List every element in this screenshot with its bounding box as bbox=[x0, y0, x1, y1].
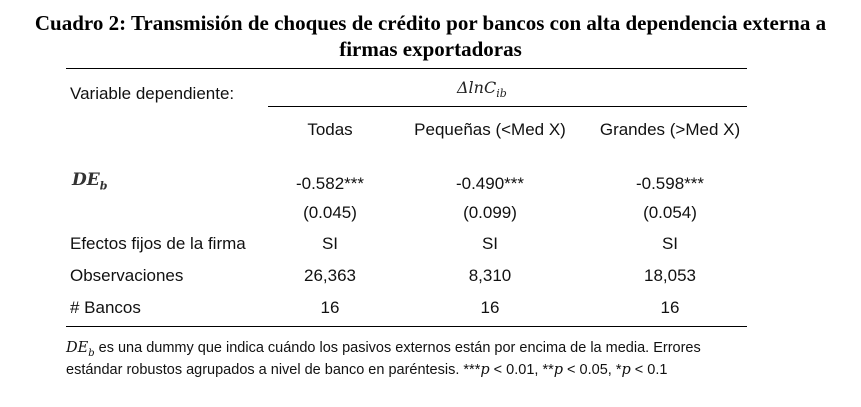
fe-grandes: SI bbox=[661, 234, 679, 253]
fe-todas: SI bbox=[321, 234, 339, 253]
table-title: Cuadro 2: Transmisión de choques de créd… bbox=[0, 10, 861, 62]
coef-pequenas: -0.490*** bbox=[455, 174, 525, 193]
row-label-observations: Observaciones bbox=[70, 266, 184, 285]
banks-todas: 16 bbox=[320, 298, 340, 317]
obs-pequenas: 8,310 bbox=[468, 266, 512, 285]
header-rule bbox=[268, 106, 747, 107]
coef-todas: -0.582*** bbox=[295, 174, 365, 193]
title-line-1: Cuadro 2: Transmisión de choques de créd… bbox=[34, 11, 827, 35]
coef-grandes: -0.598*** bbox=[635, 174, 705, 193]
column-header-pequenas: Pequeñas (<Med X) bbox=[414, 120, 566, 139]
top-rule bbox=[66, 68, 747, 69]
table-note-line-2: estándar robustos agrupados a nivel de b… bbox=[66, 362, 668, 378]
column-header-grandes: Grandes (>Med X) bbox=[599, 120, 741, 139]
se-pequenas: (0.099) bbox=[463, 203, 517, 222]
row-label-banks: # Bancos bbox=[70, 298, 141, 317]
banks-grandes: 16 bbox=[660, 298, 680, 317]
fe-pequenas: SI bbox=[481, 234, 499, 253]
column-header-todas: Todas bbox=[307, 120, 353, 139]
table-note-line-1: DEb es una dummy que indica cuándo los p… bbox=[66, 340, 701, 359]
row-label-fixed-effects: Efectos fijos de la firma bbox=[70, 234, 246, 253]
row-label-deb: DEb bbox=[72, 170, 108, 193]
banks-pequenas: 16 bbox=[480, 298, 500, 317]
title-line-2: firmas exportadoras bbox=[339, 37, 522, 61]
se-todas: (0.045) bbox=[303, 203, 357, 222]
se-grandes: (0.054) bbox=[643, 203, 697, 222]
dependent-variable-symbol: ΔlnCib bbox=[457, 78, 507, 101]
obs-grandes: 18,053 bbox=[644, 266, 696, 285]
dependent-variable-label: Variable dependiente: bbox=[70, 84, 235, 103]
obs-todas: 26,363 bbox=[304, 266, 356, 285]
bottom-rule bbox=[66, 326, 747, 327]
